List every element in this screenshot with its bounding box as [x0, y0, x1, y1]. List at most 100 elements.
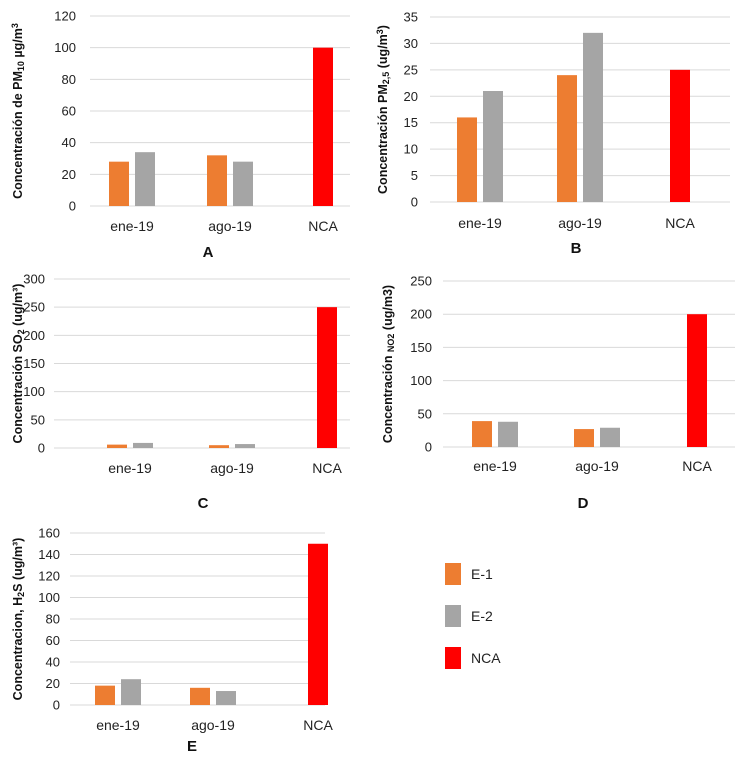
y-tick-label: 100: [38, 590, 60, 605]
x-tick-label: NCA: [303, 717, 333, 733]
y-axis-title-part: 10: [16, 61, 26, 71]
y-tick-label: 0: [53, 698, 60, 713]
x-tick-label: NCA: [682, 458, 712, 474]
legend-label: NCA: [471, 650, 501, 666]
bar-e-2-ago-19: [233, 161, 253, 206]
y-axis-title-part: Concentracion, H: [11, 597, 25, 701]
bar-nca-nca: [670, 69, 690, 202]
legend-item-e-2: E-2: [445, 605, 493, 627]
y-axis-title-part: 3: [375, 29, 385, 34]
bar-nca-nca: [313, 47, 333, 206]
bar-e-1-ene-19: [107, 444, 127, 448]
panel-label: E: [187, 738, 197, 755]
y-tick-label: 10: [404, 142, 418, 157]
bar-e-1-ene-19: [457, 117, 477, 202]
bar-e-2-ene-19: [498, 421, 518, 447]
x-tick-label: ene-19: [473, 458, 517, 474]
y-tick-label: 160: [38, 526, 60, 541]
y-tick-label: 30: [404, 36, 418, 51]
legend: E-1 E-2 NCA: [445, 563, 501, 669]
x-tick-label: ene-19: [96, 717, 140, 733]
bar-nca-nca: [308, 543, 328, 705]
y-axis-title-part: Concentración: [381, 352, 395, 443]
panel-label: D: [578, 495, 589, 512]
legend-item-e-1: E-1: [445, 563, 493, 585]
x-tick-label: NCA: [308, 218, 338, 234]
legend-swatch: [445, 563, 461, 585]
y-axis-title-part: 2,5: [381, 72, 391, 85]
y-axis-title-part: (ug/m³): [11, 284, 25, 330]
legend-label: E-1: [471, 566, 493, 582]
y-tick-label: 0: [411, 195, 418, 210]
bar-e-1-ago-19: [557, 75, 577, 202]
y-tick-label: 140: [38, 547, 60, 562]
chart-panel-B: 0 5 10 15 20 25 30 35 ene-19 ago-19 NCA B Concentrac…: [375, 10, 730, 257]
y-axis-title-part: Concentración de PM: [11, 71, 25, 199]
y-tick-label: 50: [31, 412, 45, 427]
panel-label: A: [203, 244, 214, 261]
y-tick-label: 250: [410, 274, 432, 289]
x-tick-label: ene-19: [458, 215, 502, 231]
bar-e-2-ago-19: [235, 444, 255, 448]
y-axis-title-part: S (ug/m³): [11, 538, 25, 592]
y-tick-label: 60: [62, 104, 76, 119]
bar-e-1-ene-19: [109, 161, 129, 206]
y-axis-title-part: ): [376, 25, 390, 29]
bar-e-2-ene-19: [121, 679, 141, 705]
y-axis-title-part: 3: [10, 23, 20, 28]
y-tick-label: 120: [54, 9, 76, 24]
y-tick-label: 60: [46, 633, 60, 648]
y-tick-label: 25: [404, 62, 418, 77]
y-tick-label: 200: [410, 307, 432, 322]
y-axis-title-part: Concentración PM: [376, 84, 390, 194]
y-tick-label: 80: [62, 72, 76, 87]
y-tick-label: 150: [23, 356, 45, 371]
x-tick-label: ago-19: [210, 460, 254, 476]
y-tick-label: 20: [62, 167, 76, 182]
y-tick-label: 5: [411, 168, 418, 183]
bar-e-1-ago-19: [574, 429, 594, 447]
y-axis-title-part: 2: [16, 592, 26, 597]
panel-label: B: [571, 240, 582, 257]
y-tick-label: 20: [404, 89, 418, 104]
bar-e-1-ene-19: [472, 421, 492, 447]
chart-panel-A: 0 20 40 60 80 100 120 ene-19 ago-19 NCA A Concentra…: [10, 9, 350, 261]
chart-panel-C: 0 50 100 150 200 250 300 ene-19 ago-19 NCA C Concen…: [11, 272, 350, 512]
bar-e-2-ago-19: [583, 32, 603, 202]
x-tick-label: ene-19: [110, 218, 154, 234]
bar-nca-nca: [317, 307, 337, 448]
y-tick-label: 35: [404, 10, 418, 25]
y-tick-label: 0: [425, 440, 432, 455]
bar-e-2-ago-19: [600, 427, 620, 447]
bar-e-1-ago-19: [190, 687, 210, 705]
bar-e-1-ene-19: [95, 685, 115, 705]
y-tick-label: 100: [54, 40, 76, 55]
y-tick-label: 15: [404, 115, 418, 130]
bar-e-1-ago-19: [209, 445, 229, 448]
y-axis-title-part: NO2: [386, 334, 396, 353]
x-tick-label: ago-19: [575, 458, 619, 474]
bar-e-2-ene-19: [135, 152, 155, 206]
y-tick-label: 0: [69, 199, 76, 214]
y-axis-title: Concentración de PM10 µg/m3: [10, 23, 26, 199]
bar-e-2-ene-19: [483, 91, 503, 202]
legend-swatch: [445, 605, 461, 627]
y-tick-label: 0: [38, 441, 45, 456]
y-tick-label: 80: [46, 612, 60, 627]
y-tick-label: 50: [418, 406, 432, 421]
x-tick-label: ene-19: [108, 460, 152, 476]
y-tick-label: 100: [410, 373, 432, 388]
y-axis-title-part: 2: [16, 329, 26, 334]
bar-e-2-ene-19: [133, 442, 153, 448]
y-axis-title-part: µg/m: [11, 28, 25, 61]
y-tick-label: 40: [62, 135, 76, 150]
x-tick-label: NCA: [312, 460, 342, 476]
y-tick-label: 250: [23, 300, 45, 315]
y-tick-label: 300: [23, 272, 45, 287]
y-tick-label: 20: [46, 676, 60, 691]
y-tick-label: 100: [23, 384, 45, 399]
x-tick-label: NCA: [665, 215, 695, 231]
y-tick-label: 200: [23, 328, 45, 343]
legend-item-nca: NCA: [445, 647, 501, 669]
chart-panel-D: 0 50 100 150 200 250 ene-19 ago-19 NCA D Concentra…: [381, 274, 735, 512]
